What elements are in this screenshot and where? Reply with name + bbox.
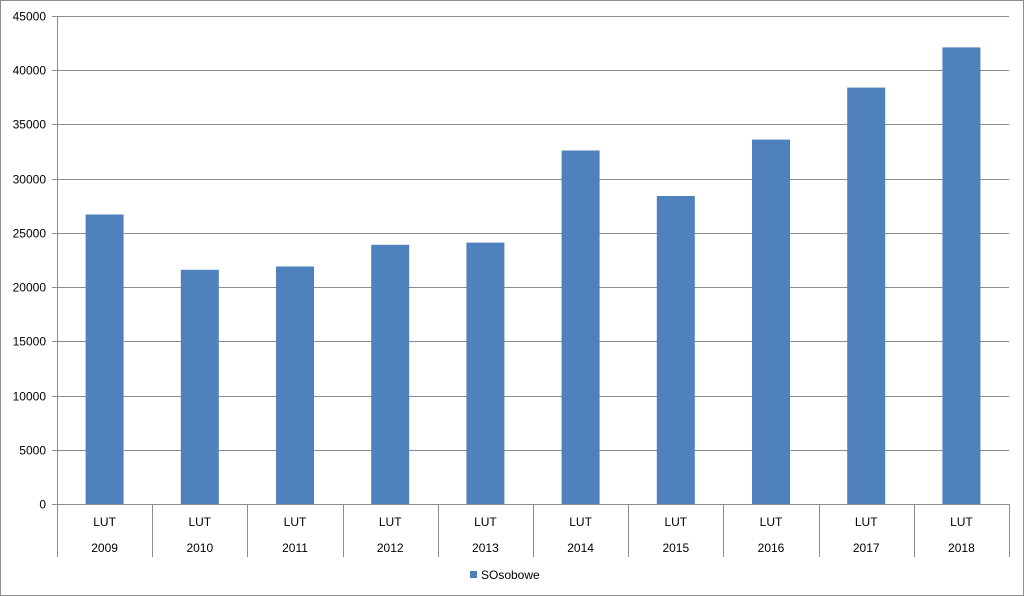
x-tick-label-top: LUT bbox=[950, 515, 973, 529]
y-tick-labels: 0 5000 10000 15000 20000 25000 30000 35000 40000… bbox=[13, 10, 47, 512]
y-tick-label: 20000 bbox=[13, 281, 47, 295]
x-tick-label-top: LUT bbox=[284, 515, 307, 529]
x-tick-label-bottom: 2009 bbox=[91, 541, 118, 555]
bar bbox=[180, 269, 219, 504]
x-tick-label-bottom: 2018 bbox=[948, 541, 975, 555]
bar bbox=[656, 196, 695, 504]
y-tick-label: 15000 bbox=[13, 335, 47, 349]
legend-swatch bbox=[470, 571, 477, 578]
x-tick-label-bottom: 2016 bbox=[758, 541, 785, 555]
bar bbox=[85, 214, 124, 504]
x-tick-label-bottom: 2012 bbox=[377, 541, 404, 555]
legend-label: SOsobowe bbox=[481, 568, 540, 582]
bar bbox=[942, 47, 981, 505]
x-tick-label-bottom: 2014 bbox=[567, 541, 594, 555]
x-tick-label-top: LUT bbox=[93, 515, 116, 529]
x-tick-label-bottom: 2017 bbox=[853, 541, 880, 555]
x-tick-label-bottom: 2015 bbox=[662, 541, 689, 555]
y-tick-label: 45000 bbox=[13, 10, 47, 24]
bar bbox=[561, 150, 600, 504]
x-tick-label-top: LUT bbox=[760, 515, 783, 529]
x-tick-label-top: LUT bbox=[855, 515, 878, 529]
y-tick-label: 0 bbox=[39, 498, 46, 512]
y-tick-label: 30000 bbox=[13, 173, 47, 187]
y-tick-label: 25000 bbox=[13, 227, 47, 241]
bar bbox=[466, 242, 505, 504]
x-tick-label-top: LUT bbox=[188, 515, 211, 529]
y-tick-label: 40000 bbox=[13, 64, 47, 78]
x-tick-label-top: LUT bbox=[474, 515, 497, 529]
x-tick-labels: LUT 2009 LUT 2010 LUT 2011 LUT 2012 LUT 2013 LUT 20… bbox=[91, 515, 975, 555]
bar bbox=[371, 244, 410, 505]
y-tick-label: 5000 bbox=[19, 444, 46, 458]
x-tick-label-bottom: 2013 bbox=[472, 541, 499, 555]
x-tick-label-top: LUT bbox=[379, 515, 402, 529]
bar bbox=[847, 87, 886, 504]
y-tick-label: 35000 bbox=[13, 118, 47, 132]
legend: SOsobowe bbox=[470, 568, 540, 582]
bar bbox=[752, 139, 790, 504]
bars bbox=[85, 47, 981, 505]
x-tick-label-bottom: 2010 bbox=[186, 541, 213, 555]
x-tick-label-top: LUT bbox=[664, 515, 687, 529]
axes bbox=[52, 16, 1010, 557]
x-tick-label-bottom: 2011 bbox=[282, 541, 308, 555]
y-tick-label: 10000 bbox=[13, 390, 47, 404]
x-tick-label-top: LUT bbox=[569, 515, 592, 529]
bar bbox=[276, 266, 314, 504]
